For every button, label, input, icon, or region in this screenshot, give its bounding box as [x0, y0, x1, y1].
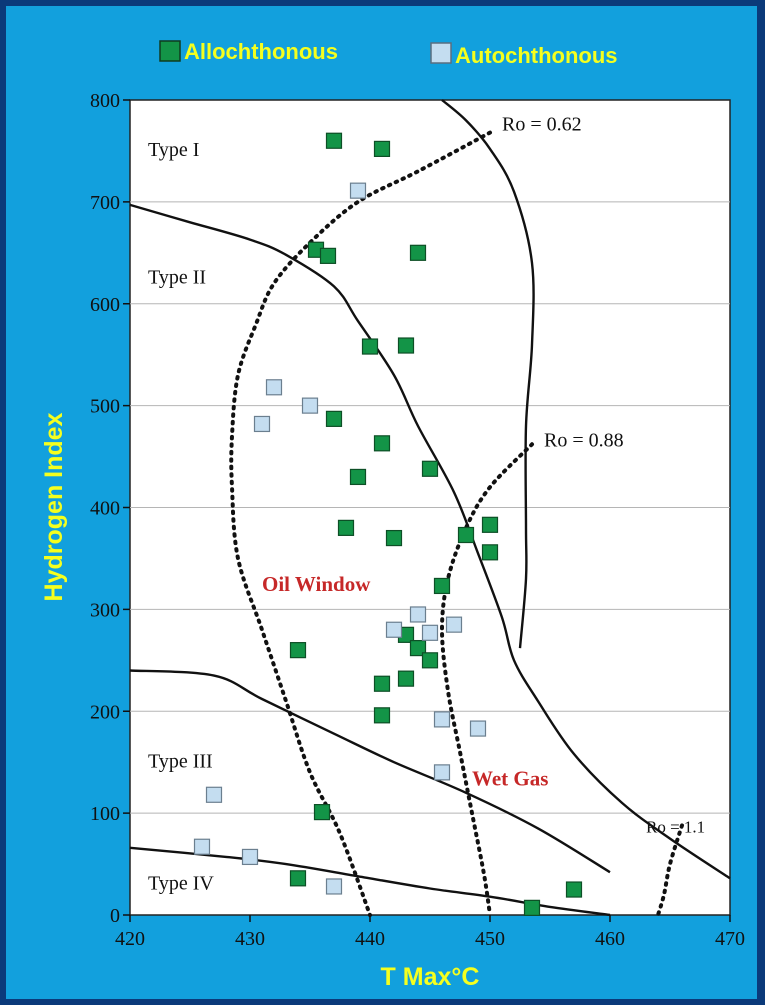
y-tick-label: 400	[90, 498, 120, 520]
region-label: Type II	[148, 266, 206, 288]
ro-isoline	[656, 823, 684, 917]
allochthonous-point	[313, 804, 331, 821]
allochthonous-point	[373, 140, 391, 157]
autochthonous-point	[301, 397, 319, 414]
legend-label-autochthonous: Autochthonous	[455, 43, 618, 68]
autochthonous-point	[193, 838, 211, 855]
legend-swatch-allochthonous	[159, 40, 181, 62]
y-tick-label: 300	[90, 599, 120, 621]
y-tick-label: 600	[90, 294, 120, 316]
region-label: Type IV	[148, 873, 214, 895]
x-tick-label: 450	[475, 928, 505, 950]
autochthonous-point	[421, 624, 439, 641]
allochthonous-point	[397, 337, 415, 354]
y-tick-label: 700	[90, 192, 120, 214]
y-axis-title: Hydrogen Index	[40, 412, 68, 601]
type-boundary-line	[129, 669, 611, 874]
autochthonous-point	[433, 711, 451, 728]
autochthonous-point	[349, 182, 367, 199]
ro-label: Ro = 0.88	[544, 429, 624, 451]
allochthonous-point	[565, 881, 583, 898]
y-axis-ticks: 0 100 200 300 400 500 600 700 800	[90, 90, 130, 927]
allochthonous-point	[373, 435, 391, 452]
y-tick-label: 100	[90, 803, 120, 825]
allochthonous-point	[421, 460, 439, 477]
autochthonous-point	[385, 621, 403, 638]
allochthonous-point	[409, 639, 427, 657]
ro-label: Ro = 1.1	[646, 817, 705, 836]
allochthonous-point	[289, 870, 307, 887]
allochthonous-point	[385, 529, 403, 547]
autochthonous-point	[253, 415, 271, 433]
legend-swatch-autochthonous	[430, 42, 452, 64]
y-tick-label: 0	[110, 905, 120, 927]
gridlines	[130, 201, 730, 814]
autochthonous-point	[445, 616, 463, 633]
autochthonous-point	[241, 848, 259, 866]
ro-isoline	[229, 130, 492, 917]
allochthonous-point	[361, 338, 379, 355]
x-tick-label: 420	[115, 928, 145, 950]
allochthonous-point	[457, 526, 475, 544]
allochthonous-point	[409, 244, 427, 261]
legend: Allochthonous Autochthonous	[159, 39, 618, 68]
y-tick-label: 500	[90, 396, 120, 418]
autochthonous-point	[325, 878, 343, 895]
allochthonous-point	[421, 652, 439, 669]
allochthonous-point	[373, 707, 391, 724]
allochthonous-point	[325, 132, 343, 149]
y-tick-label: 200	[90, 701, 120, 723]
allochthonous-point	[397, 670, 415, 687]
x-axis-title: T Max°C	[381, 963, 480, 991]
allochthonous-point	[289, 642, 307, 659]
region-label: Type III	[148, 750, 213, 772]
allochthonous-point	[433, 577, 451, 595]
autochthonous-point	[205, 786, 223, 803]
region-label: Wet Gas	[472, 767, 548, 791]
autochthonous-point	[409, 606, 427, 623]
data-points	[193, 132, 583, 916]
x-tick-label: 460	[595, 928, 625, 950]
autochthonous-point	[469, 720, 487, 737]
ro-isoline	[439, 442, 534, 917]
x-tick-label: 470	[715, 928, 745, 950]
region-label: Oil Window	[262, 572, 371, 596]
allochthonous-point	[337, 519, 355, 536]
y-tick-label: 800	[90, 90, 120, 112]
ro-label: Ro = 0.62	[502, 114, 582, 136]
region-label: Type I	[148, 139, 199, 161]
allochthonous-point	[523, 899, 541, 916]
allochthonous-point	[481, 516, 499, 533]
legend-label-allochthonous: Allochthonous	[184, 39, 338, 64]
allochthonous-point	[319, 247, 337, 264]
allochthonous-point	[325, 410, 343, 427]
autochthonous-point	[265, 379, 283, 396]
x-axis-ticks: 420 430 440 450 460 470	[115, 915, 745, 950]
autochthonous-point	[433, 764, 451, 781]
region-labels: Type I Type II Type III Type IV Oil Window We…	[148, 114, 705, 895]
boundary-curves	[129, 99, 731, 917]
allochthonous-point	[349, 468, 367, 486]
allochthonous-point	[373, 675, 391, 692]
x-tick-label: 440	[355, 928, 385, 950]
type-boundary-line	[129, 203, 731, 880]
x-tick-label: 430	[235, 928, 265, 950]
allochthonous-point	[481, 544, 499, 561]
